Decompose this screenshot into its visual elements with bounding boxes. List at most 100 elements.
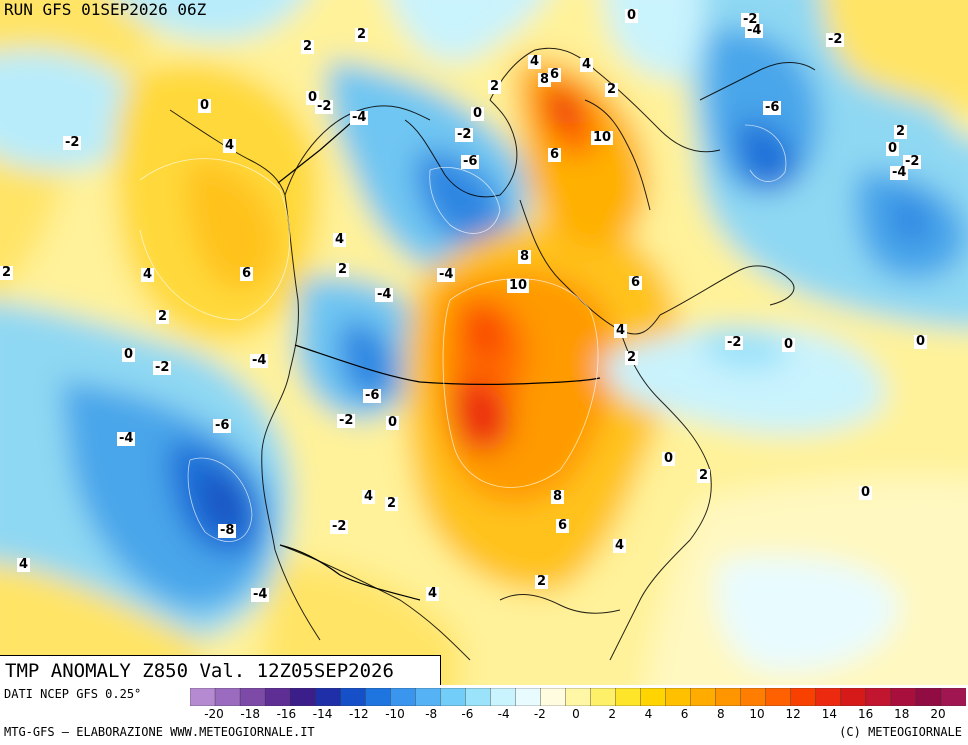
- colorbar-swatch: [339, 688, 366, 706]
- contour-label: 4: [141, 267, 155, 282]
- colorbar-tick-label: 0: [572, 707, 580, 721]
- contour-label: 6: [556, 518, 570, 533]
- colorbar-swatch: [865, 688, 892, 706]
- colorbar-tick-label: 8: [716, 707, 725, 721]
- colorbar-swatch: [840, 688, 867, 706]
- contour-label: 6: [548, 67, 562, 82]
- product-title: TMP ANOMALY Z850 Val. 12Z05SEP2026: [5, 660, 394, 682]
- contour-label: 8: [551, 489, 565, 504]
- contour-label: 2: [488, 79, 502, 94]
- contour-label: 2: [301, 39, 315, 54]
- contour-label: 2: [0, 265, 14, 280]
- colorbar-swatch: [190, 688, 216, 706]
- contour-label: 4: [528, 54, 542, 69]
- contour-label: 4: [614, 323, 628, 338]
- contour-label: -6: [363, 388, 382, 403]
- contour-label: 6: [548, 147, 562, 162]
- anomaly-field: [0, 0, 968, 685]
- colorbar-swatch: [365, 688, 391, 706]
- colorbar-swatch: [540, 688, 567, 706]
- colorbar-swatch: [765, 688, 792, 706]
- contour-label: -4: [250, 353, 269, 368]
- contour-label: -4: [117, 431, 136, 446]
- contour-label: 2: [336, 262, 350, 277]
- colorbar-tick-label: -8: [425, 707, 438, 721]
- contour-label: 0: [914, 334, 928, 349]
- contour-label: -4: [375, 287, 394, 302]
- colorbar-swatch: [690, 688, 717, 706]
- contour-label: -4: [745, 23, 764, 38]
- colorbar-swatch: [740, 688, 767, 706]
- colorbar-swatch: [915, 688, 942, 706]
- contour-label: 4: [426, 586, 440, 601]
- contour-label: 10: [507, 278, 530, 293]
- contour-label: -4: [251, 587, 270, 602]
- contour-label: 4: [17, 557, 31, 572]
- contour-label: 2: [697, 468, 711, 483]
- colorbar-tick-label: 12: [785, 707, 801, 721]
- contour-label: -6: [213, 418, 232, 433]
- colorbar-tick-label: -2: [533, 707, 546, 721]
- colorbar-tick-label: -18: [240, 707, 260, 721]
- colorbar-tick-label: 4: [644, 707, 653, 721]
- colorbar-swatch: [815, 688, 842, 706]
- contour-label: 2: [605, 82, 619, 97]
- contour-label: -2: [337, 413, 356, 428]
- colorbar-tick-label: -16: [276, 707, 297, 721]
- contour-label: 8: [518, 249, 532, 264]
- contour-label: 0: [386, 415, 400, 430]
- contour-label: 2: [535, 574, 549, 589]
- contour-label: -6: [461, 154, 480, 169]
- colorbar-tick-labels: -20 -18 -16 -14 -12 -10 -8 -6 -4 -2 0 2 4 6 8 10 12 14 16 1…: [190, 707, 966, 723]
- contour-label: 2: [894, 124, 908, 139]
- colorbar-swatch: [615, 688, 642, 706]
- contour-label: -2: [315, 99, 334, 114]
- colorbar-swatch: [214, 688, 241, 706]
- colorbar-tick-label: -4: [497, 707, 510, 721]
- contour-label: 4: [223, 138, 237, 153]
- source-note: DATI NCEP GFS 0.25°: [4, 687, 142, 701]
- contour-label: 2: [385, 496, 399, 511]
- contour-label: -4: [437, 267, 456, 282]
- contour-label: 0: [782, 337, 796, 352]
- contour-label: -2: [903, 154, 922, 169]
- colorbar-tick-label: -14: [312, 707, 333, 721]
- contour-label: 4: [613, 538, 627, 553]
- colorbar-swatch: [314, 688, 341, 706]
- colorbar-tick-label: 6: [680, 707, 689, 721]
- contour-label: -2: [741, 12, 760, 27]
- colorbar-tick-label: 10: [749, 707, 765, 721]
- contour-label: 0: [471, 106, 485, 121]
- contour-label: -2: [153, 360, 172, 375]
- footer: DATI NCEP GFS 0.25° -20 -18 -16 -14 -12 -10 -8…: [0, 685, 968, 745]
- colorbar: [190, 688, 966, 706]
- contour-label: 4: [333, 232, 347, 247]
- contour-label: 6: [629, 275, 643, 290]
- contour-label: -2: [725, 335, 744, 350]
- colorbar-swatch: [415, 688, 442, 706]
- colorbar-swatch: [239, 688, 266, 706]
- contour-label: 2: [625, 350, 639, 365]
- colorbar-swatch: [515, 688, 542, 706]
- colorbar-tick-label: -6: [461, 707, 474, 721]
- contour-label: 0: [122, 347, 136, 362]
- contour-label: 4: [362, 489, 376, 504]
- contour-label: 0: [198, 98, 212, 113]
- contour-label: 2: [355, 27, 369, 42]
- colorbar-tick-label: 2: [608, 707, 617, 721]
- colorbar-swatch: [440, 688, 467, 706]
- contour-label: -2: [330, 519, 349, 534]
- colorbar-tick-label: 16: [857, 707, 874, 721]
- run-title: RUN GFS 01SEP2026 06Z: [4, 0, 207, 19]
- contour-label: 8: [538, 72, 552, 87]
- colorbar-tick-label: 14: [821, 707, 838, 721]
- contour-label: 0: [886, 141, 900, 156]
- colorbar-swatch: [940, 688, 966, 706]
- contour-label: -2: [455, 127, 474, 142]
- contour-label: 0: [662, 451, 676, 466]
- contour-label: -2: [63, 135, 82, 150]
- colorbar-swatch: [289, 688, 316, 706]
- contour-label: 6: [240, 266, 254, 281]
- colorbar-tick-label: -10: [385, 707, 405, 721]
- product-title-box: TMP ANOMALY Z850 Val. 12Z05SEP2026: [0, 655, 441, 686]
